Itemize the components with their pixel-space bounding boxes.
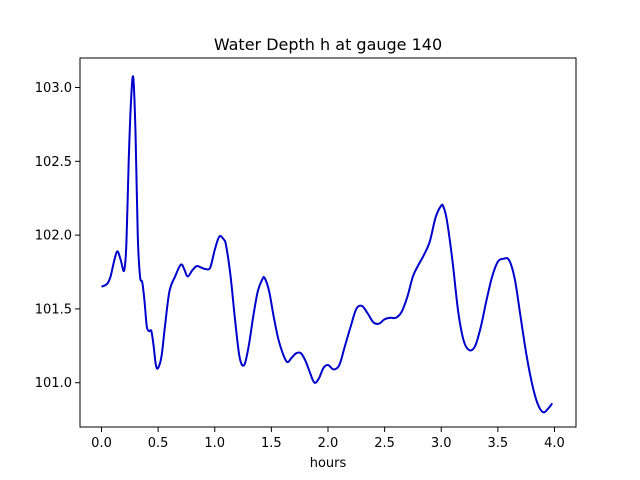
x-tick-label: 4.0	[544, 436, 565, 451]
y-axis-ticks: 101.0 101.5 102.0 102.5 103.0	[35, 81, 80, 391]
series-group	[101, 75, 554, 414]
y-tick-label: 102.0	[35, 229, 72, 244]
x-axis-label: hours	[310, 456, 347, 471]
x-tick-label: 3.5	[488, 436, 509, 451]
x-tick-label: 3.0	[431, 436, 452, 451]
x-tick-label: 2.5	[374, 436, 395, 451]
y-tick-label: 102.5	[35, 155, 72, 170]
x-tick-label: 0.5	[148, 436, 169, 451]
y-tick-label: 103.0	[35, 81, 72, 96]
plot-frame	[79, 57, 577, 428]
x-tick-label: 0.0	[91, 436, 112, 451]
plot-background	[80, 58, 576, 427]
chart-title: Water Depth h at gauge 140	[214, 35, 442, 54]
y-tick-label: 101.0	[35, 376, 72, 391]
y-tick-label: 101.5	[35, 302, 72, 317]
series-line	[101, 75, 554, 414]
x-axis-ticks: 0.0 0.5 1.0 1.5 2.0 2.5 3.0 3.5 4.0	[91, 427, 565, 451]
x-tick-label: 2.0	[318, 436, 339, 451]
x-tick-label: 1.5	[261, 436, 282, 451]
x-tick-label: 1.0	[204, 436, 225, 451]
